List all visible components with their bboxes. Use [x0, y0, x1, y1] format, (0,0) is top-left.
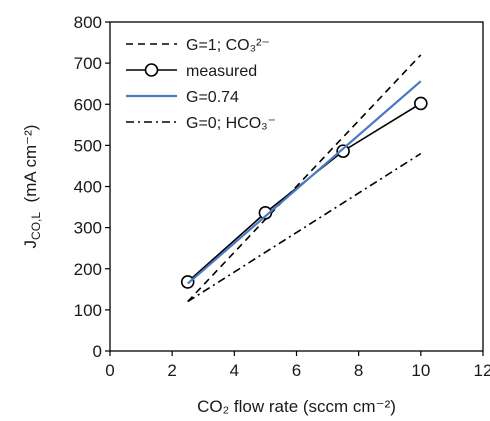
- legend-entry: G=0; HCO₃⁻: [126, 115, 276, 132]
- y-axis-title-unit: (mA cm⁻²): [21, 125, 40, 203]
- data-point: [336, 144, 350, 158]
- x-tick-label: 2: [167, 361, 176, 380]
- series-line: [187, 54, 422, 303]
- y-tick-label: 800: [74, 13, 102, 32]
- svg-text:JCO,L (mA cm⁻²): JCO,L (mA cm⁻²): [21, 125, 43, 249]
- legend-label: G=0; HCO₃⁻: [186, 115, 276, 132]
- x-tick-label: 0: [105, 361, 114, 380]
- x-axis-title: CO₂ flow rate (sccm cm⁻²): [197, 397, 396, 416]
- series-line: [186, 80, 422, 285]
- legend-entry: G=0.74: [126, 89, 239, 106]
- legend-entry: measured: [126, 63, 257, 80]
- legend-marker: [144, 63, 159, 77]
- data-point: [258, 206, 273, 220]
- y-axis-ticks: 0 100 200 300 400 500 600 700 800: [74, 13, 110, 361]
- series-line: [187, 152, 422, 303]
- y-tick-label: 700: [74, 54, 102, 73]
- y-tick-label: 500: [74, 136, 102, 155]
- y-tick-label: 0: [93, 342, 102, 361]
- legend-label: measured: [186, 63, 257, 80]
- y-tick-label: 600: [74, 95, 102, 114]
- y-axis-title-sub: CO,L: [29, 212, 43, 240]
- x-tick-label: 8: [354, 361, 363, 380]
- legend-entry: G=1; CO₃²⁻: [126, 37, 270, 54]
- legend: G=1; CO₃²⁻ measured G=0.74 G=0; HCO₃⁻: [126, 37, 276, 132]
- data-point: [414, 96, 428, 111]
- data-point: [180, 275, 195, 289]
- y-tick-label: 100: [74, 301, 102, 320]
- y-tick-label: 300: [74, 219, 102, 238]
- legend-label: G=1; CO₃²⁻: [186, 37, 270, 54]
- series-0: [187, 54, 422, 303]
- legend-label: G=0.74: [186, 89, 239, 106]
- x-tick-label: 12: [474, 361, 490, 380]
- series-3: [187, 152, 422, 303]
- series-1: [180, 96, 428, 289]
- y-tick-label: 200: [74, 260, 102, 279]
- x-tick-label: 6: [292, 361, 301, 380]
- x-tick-label: 10: [411, 361, 430, 380]
- y-axis-title: JCO,L (mA cm⁻²): [21, 125, 43, 249]
- x-axis-ticks: 0 2 4 6 8 10 12: [105, 351, 490, 380]
- x-tick-label: 4: [230, 361, 239, 380]
- y-axis-title-main: J: [21, 240, 40, 249]
- series-2: [186, 80, 422, 285]
- series-layer: [180, 54, 428, 303]
- y-tick-label: 400: [74, 178, 102, 197]
